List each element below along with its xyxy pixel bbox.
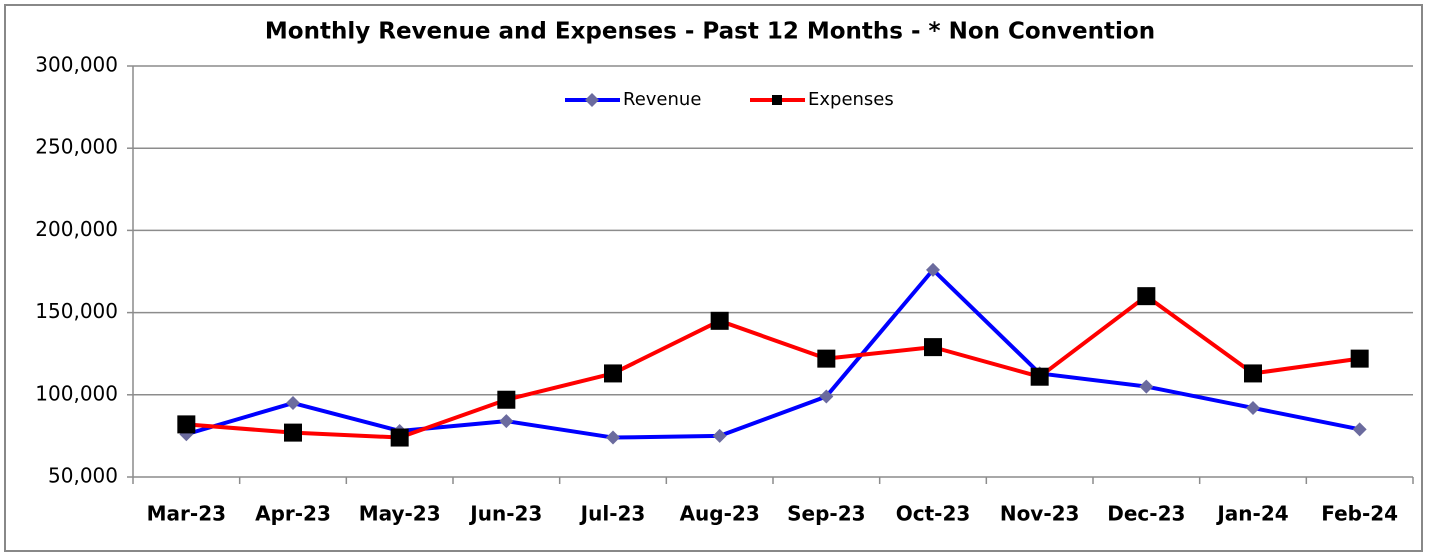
data-point — [497, 390, 516, 409]
x-tick-label: Sep-23 — [787, 502, 865, 526]
legend-label: Revenue — [623, 89, 701, 110]
data-point — [712, 428, 727, 443]
data-point — [286, 396, 300, 411]
legend-marker — [772, 95, 782, 105]
data-point — [819, 389, 834, 404]
x-tick-label: Oct-23 — [896, 502, 971, 526]
data-point — [1030, 367, 1049, 386]
chart-title: Monthly Revenue and Expenses - Past 12 M… — [265, 19, 1155, 45]
data-point — [926, 262, 940, 277]
y-tick-label: 100,000 — [35, 381, 118, 405]
x-tick-label: May-23 — [359, 502, 441, 526]
x-tick-label: Dec-23 — [1107, 502, 1185, 526]
legend-marker — [585, 93, 599, 107]
data-point — [1352, 422, 1367, 437]
x-tick-label: Jun-23 — [468, 502, 542, 526]
data-point — [817, 349, 836, 368]
x-tick-label: Feb-24 — [1321, 502, 1398, 526]
data-point — [710, 311, 729, 330]
data-point — [1139, 379, 1154, 394]
x-tick-label: Nov-23 — [1000, 502, 1080, 526]
data-point — [1350, 349, 1369, 368]
data-point — [604, 364, 622, 383]
x-tick-label: Jul-23 — [579, 502, 646, 526]
y-tick-label: 150,000 — [35, 299, 118, 323]
legend-label: Expenses — [808, 89, 894, 110]
data-point — [499, 414, 514, 429]
y-tick-label: 250,000 — [35, 135, 118, 159]
x-tick-label: Mar-23 — [147, 502, 226, 526]
y-tick-label: 50,000 — [48, 464, 118, 488]
y-tick-label: 200,000 — [35, 217, 118, 241]
data-point — [284, 423, 302, 442]
data-point — [1137, 287, 1156, 306]
data-point — [924, 338, 942, 357]
x-tick-label: Jan-24 — [1215, 502, 1288, 526]
data-point — [390, 428, 409, 447]
data-point — [177, 415, 196, 434]
data-point — [1246, 400, 1260, 415]
data-point — [1244, 364, 1262, 383]
y-tick-label: 300,000 — [35, 53, 118, 77]
series-line — [186, 294, 1360, 440]
series-line — [185, 267, 1361, 440]
data-point — [606, 430, 620, 445]
x-tick-label: Apr-23 — [255, 502, 331, 526]
chart-frame — [4, 4, 1423, 552]
x-tick-label: Aug-23 — [680, 502, 760, 526]
